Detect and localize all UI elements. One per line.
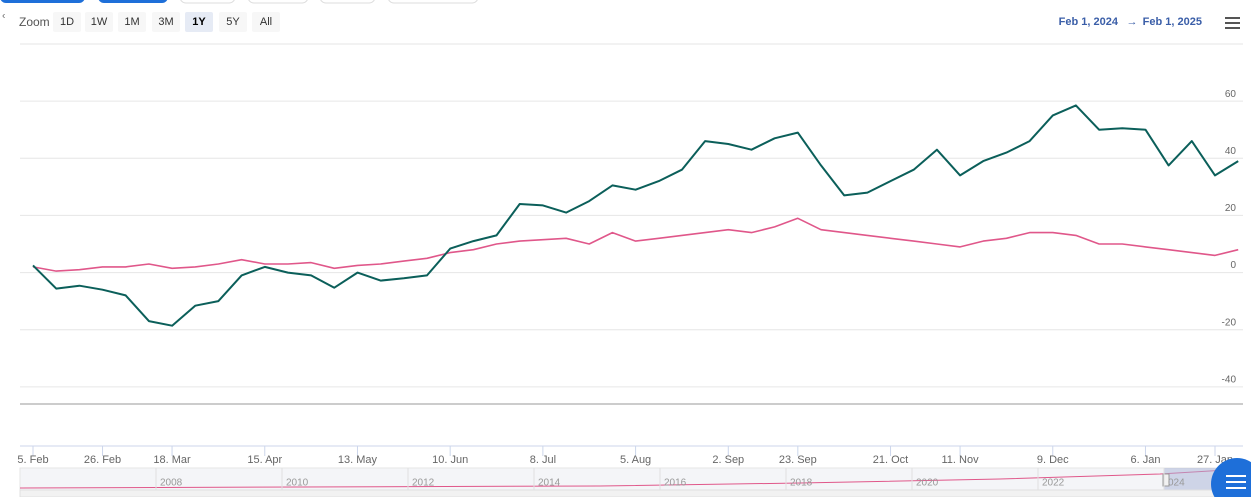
fab-bar	[1226, 475, 1246, 477]
range-arrow: →	[1127, 16, 1138, 28]
zoom-button-label: 1M	[124, 16, 139, 28]
navigator-label: 024	[1168, 478, 1185, 489]
series-line	[32, 217, 1239, 272]
fab-bar	[1226, 487, 1246, 489]
x-tick-label: 10. Jun	[432, 454, 468, 466]
navigator-handle[interactable]	[1162, 473, 1170, 487]
x-tick-label: 15. Apr	[247, 454, 282, 466]
navigator-label: 2022	[1042, 478, 1065, 489]
tab-pill[interactable]	[0, 0, 85, 3]
x-tick-label: 5. Aug	[620, 454, 651, 466]
x-tick-label: 9. Dec	[1037, 454, 1069, 466]
x-tick-label: 8. Jul	[530, 454, 556, 466]
collapse-arrow[interactable]: ‹	[2, 11, 5, 22]
navigator-label: 2008	[160, 478, 183, 489]
zoom-button-label: 5Y	[226, 16, 240, 28]
menu-bar	[1225, 27, 1240, 29]
scrollbar[interactable]	[19, 489, 1244, 497]
tab-pill[interactable]	[180, 0, 235, 4]
y-tick-label: -40	[1222, 374, 1237, 385]
zoom-label: Zoom	[19, 15, 50, 29]
y-tick-label: 60	[1225, 89, 1237, 100]
y-tick-label: 0	[1230, 260, 1236, 271]
x-tick-label: 2. Sep	[712, 454, 744, 466]
tab-pill[interactable]	[388, 0, 478, 4]
zoom-button[interactable]	[152, 12, 180, 32]
x-tick-label: 23. Sep	[779, 454, 817, 466]
tab-pill[interactable]	[320, 0, 375, 4]
x-tick-label: 21. Oct	[873, 454, 908, 466]
x-tick-label: 26. Feb	[84, 454, 121, 466]
series-line	[32, 104, 1239, 327]
zoom-button[interactable]	[185, 12, 213, 32]
zoom-button[interactable]	[252, 12, 280, 32]
x-tick-label: 6. Jan	[1130, 454, 1160, 466]
x-tick-label: 18. Mar	[153, 454, 191, 466]
y-tick-label: -20	[1222, 317, 1237, 328]
menu-bar	[1225, 22, 1240, 24]
tab-pill[interactable]	[248, 0, 308, 4]
navigator-label: 2014	[538, 478, 561, 489]
zoom-button[interactable]	[53, 12, 81, 32]
y-tick-label: 20	[1225, 203, 1237, 214]
range-to[interactable]: Feb 1, 2025	[1143, 16, 1202, 28]
range-from[interactable]: Feb 1, 2024	[1059, 16, 1119, 28]
tab-pill[interactable]	[98, 0, 168, 3]
menu-bar	[1225, 17, 1240, 19]
zoom-button[interactable]	[85, 12, 113, 32]
navigator-label: 2012	[412, 478, 435, 489]
navigator-labels: 2008 2010 2012 2014 2016 2018 2020 2022 024	[155, 468, 1185, 490]
navigator-line	[19, 468, 1244, 489]
zoom-button-label: All	[260, 16, 272, 28]
zoom-button[interactable]	[118, 12, 146, 32]
zoom-button-label: 1Y	[192, 16, 206, 28]
navigator-label: 2016	[664, 478, 687, 489]
x-tick-label: 13. May	[338, 454, 378, 466]
zoom-button[interactable]	[219, 12, 247, 32]
navigator-label: 2020	[916, 478, 939, 489]
navigator-label: 2018	[790, 478, 813, 489]
plot: -40 -20 0 20 40 60 5. Feb 26. Feb 18. Mar 15. Apr…	[17, 89, 1243, 466]
menu-icon[interactable]	[1225, 17, 1240, 29]
x-tick-label: 5. Feb	[17, 454, 48, 466]
fab-bar	[1226, 481, 1246, 483]
zoom-button-label: 1D	[60, 16, 74, 28]
x-tick-label: 11. Nov	[942, 454, 980, 466]
zoom-button-label: 3M	[158, 16, 173, 28]
y-tick-label: 40	[1225, 146, 1237, 157]
zoom-buttons: 1D 1W 1M 3M 1Y 5Y All	[53, 12, 280, 32]
zoom-button-label: 1W	[91, 16, 108, 28]
navigator-label: 2010	[286, 478, 309, 489]
